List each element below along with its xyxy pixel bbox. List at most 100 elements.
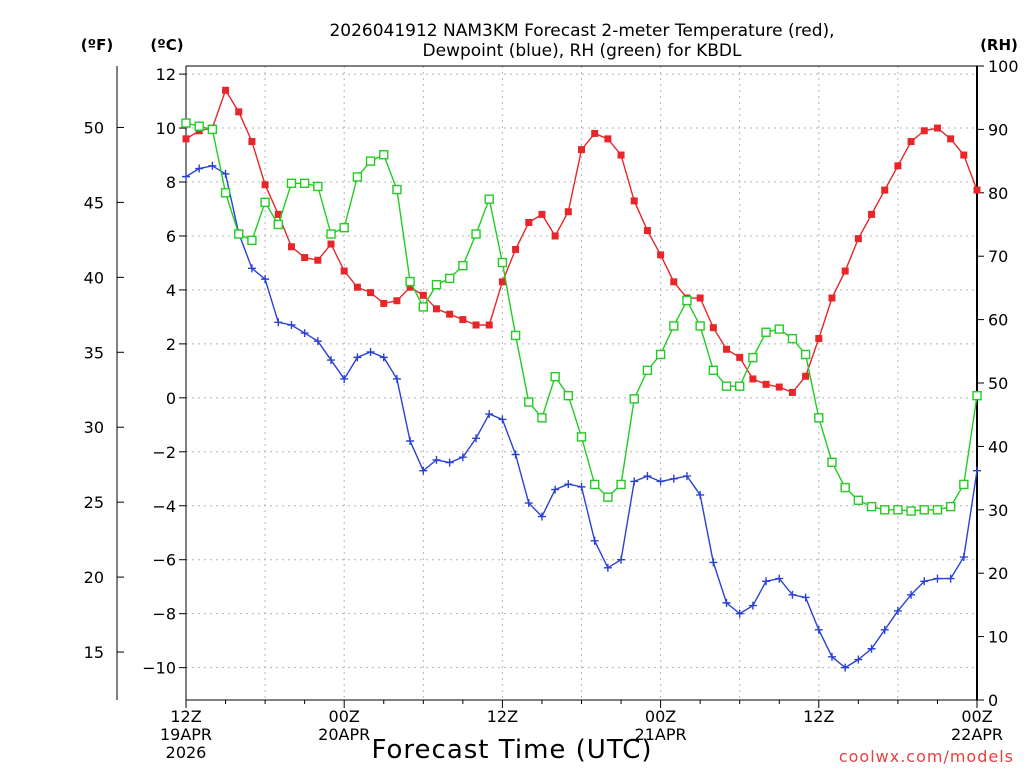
temperature-point: [947, 135, 955, 143]
celsius-tick-label: −10: [142, 659, 176, 678]
rh-tick-label: 100: [988, 57, 1019, 76]
rh-point: [721, 381, 732, 391]
rh-point: [827, 457, 837, 467]
temperature-point: [670, 278, 678, 286]
dewpoint-point: [880, 625, 889, 634]
temperature-point: [314, 256, 322, 264]
dewpoint-point: [564, 480, 573, 489]
fahrenheit-tick-label: 25: [84, 493, 104, 512]
temperature-point: [723, 345, 731, 353]
dewpoint-point: [472, 434, 481, 443]
rh-tick-label: 60: [988, 311, 1008, 330]
fahrenheit-tick-label: 40: [84, 268, 104, 287]
temperature-point: [960, 151, 968, 159]
rh-point: [339, 222, 349, 233]
celsius-tick-label: 2: [166, 335, 176, 354]
temperature-point: [459, 316, 467, 324]
rh-tick-label: 50: [988, 374, 1008, 393]
rh-point: [919, 505, 929, 515]
x-tick-label: 20APR: [318, 725, 370, 744]
series-rh: [181, 118, 982, 516]
fahrenheit-tick-label: 20: [84, 568, 104, 587]
fahrenheit-tick-label: 35: [84, 343, 104, 362]
rh-point: [800, 349, 811, 360]
series-temperature: [182, 86, 981, 396]
dewpoint-point: [854, 655, 863, 664]
rh-point: [418, 302, 428, 312]
temperature-point: [485, 321, 493, 329]
dewpoint-point: [379, 353, 388, 362]
temperature-point: [538, 210, 546, 218]
temperature-point: [696, 294, 704, 302]
x-tick-label: 19APR: [160, 725, 212, 744]
dewpoint-point: [920, 577, 929, 586]
rh-tick-label: 80: [988, 184, 1008, 203]
temperature-point: [933, 124, 941, 132]
rh-point: [576, 432, 587, 442]
rh-point: [220, 188, 231, 198]
dewpoint-point: [182, 172, 190, 181]
dewpoint-point: [867, 644, 876, 653]
temperature-point: [788, 388, 796, 396]
axis-ticks: 121086420−2−4−6−8−1050454035302520150102…: [84, 57, 1019, 762]
fahrenheit-axis-label: (ºF): [81, 36, 113, 54]
dewpoint-point: [195, 164, 204, 173]
rh-point: [497, 257, 508, 268]
dewpoint-point: [445, 458, 454, 467]
rh-point: [458, 261, 468, 271]
rh-point: [273, 219, 283, 230]
dewpoint-point: [735, 609, 744, 618]
temperature-point: [432, 305, 440, 313]
temperature-point: [393, 297, 401, 305]
rh-point: [524, 397, 534, 407]
rh-point: [181, 118, 191, 128]
x-tick-label: 12Z: [803, 707, 834, 726]
celsius-tick-label: −8: [152, 605, 176, 624]
temperature-point: [564, 208, 572, 216]
rh-point: [589, 479, 600, 490]
temperature-point: [762, 380, 770, 388]
fahrenheit-tick-label: 50: [84, 118, 104, 137]
temperature-point: [261, 181, 269, 189]
rh-point: [669, 321, 679, 331]
dewpoint-point: [933, 574, 942, 583]
chart-title-line2: Dewpoint (blue), RH (green) for KBDL: [423, 41, 742, 61]
series-dewpoint: [182, 161, 981, 672]
temperature-point: [736, 353, 744, 361]
dewpoint-point: [801, 593, 810, 602]
dewpoint-point: [748, 601, 757, 610]
temperature-point: [353, 283, 361, 291]
dewpoint-point: [327, 356, 336, 365]
dewpoint-point: [247, 264, 256, 273]
temperature-point: [222, 86, 230, 94]
temperature-point: [235, 108, 243, 116]
rh-point: [194, 121, 204, 131]
rh-point: [603, 492, 613, 502]
rh-point: [550, 371, 560, 382]
temperature-point: [709, 324, 717, 332]
temperature-point: [182, 135, 190, 143]
dewpoint-point: [261, 275, 270, 284]
temperature-point: [802, 372, 810, 380]
temperature-point: [248, 138, 256, 146]
temperature-point: [525, 218, 533, 226]
rh-point: [444, 273, 455, 284]
dewpoint-point: [274, 318, 283, 327]
temperature-point: [868, 210, 876, 218]
dewpoint-point: [511, 450, 520, 459]
dewpoint-point: [656, 477, 665, 486]
celsius-axis-label: (ºC): [150, 36, 183, 54]
rh-point: [708, 365, 719, 376]
dewpoint-point: [340, 374, 349, 383]
rh-point: [906, 506, 916, 516]
rh-tick-label: 10: [988, 628, 1008, 647]
rh-point: [207, 124, 218, 135]
temperature-point: [446, 310, 454, 318]
dewpoint-point: [907, 590, 916, 599]
rh-point: [431, 280, 442, 290]
x-axis-label: Forecast Time (UTC): [371, 735, 652, 765]
temperature-point: [406, 283, 414, 291]
temperature-point: [828, 294, 836, 302]
rh-point: [761, 327, 771, 337]
